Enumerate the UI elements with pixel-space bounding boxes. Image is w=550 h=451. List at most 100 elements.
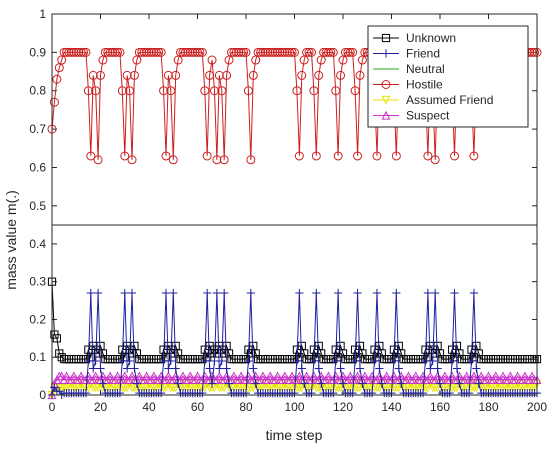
friend-point xyxy=(207,379,217,388)
hostile-point xyxy=(423,151,433,161)
friend-point xyxy=(205,364,214,373)
hostile-point xyxy=(248,70,258,80)
hostile-point xyxy=(125,86,135,96)
friend-point xyxy=(166,356,175,366)
suspect-point xyxy=(69,371,79,381)
hostile-point xyxy=(282,47,292,57)
hostile-point xyxy=(180,47,190,57)
suspect-point xyxy=(462,371,472,381)
legend-label: Neutral xyxy=(406,62,445,76)
suspect-point xyxy=(353,371,362,381)
friend-point xyxy=(198,389,207,398)
hostile-point xyxy=(178,47,188,57)
friend-point xyxy=(251,379,260,388)
legend-item: Suspect xyxy=(373,109,450,123)
friend-point xyxy=(445,389,454,398)
hostile-point xyxy=(62,47,72,57)
hostile-point xyxy=(353,151,363,161)
friend-point xyxy=(314,364,323,373)
friend-point xyxy=(292,356,302,366)
hostile-point xyxy=(190,47,200,57)
friend-point xyxy=(431,288,440,298)
hostile-point xyxy=(122,70,132,80)
friend-point xyxy=(157,389,166,398)
hostile-point xyxy=(219,155,229,165)
suspect-point xyxy=(113,371,122,381)
friend-point xyxy=(86,288,95,298)
hostile-point xyxy=(185,47,195,57)
suspect-point xyxy=(214,371,224,381)
suspect-point xyxy=(360,371,370,381)
suspect-point xyxy=(200,371,210,381)
unknown-point xyxy=(290,355,299,364)
hostile-point xyxy=(149,47,159,57)
x-axis-label: time step xyxy=(266,427,323,443)
hostile-point xyxy=(166,86,176,96)
legend-marker xyxy=(381,49,391,58)
upper-y-tick-label: 0.8 xyxy=(29,84,46,98)
friend-point xyxy=(348,389,357,398)
unknown-point xyxy=(98,349,108,358)
friend-point xyxy=(81,389,91,398)
friend-point xyxy=(465,389,474,398)
hostile-point xyxy=(326,47,336,57)
unknown-point xyxy=(241,355,251,364)
suspect-point xyxy=(280,371,290,381)
lower-y-tick-label: 0.3 xyxy=(29,275,46,289)
hostile-point xyxy=(372,151,382,161)
legend-item: Hostile xyxy=(373,78,443,92)
hostile-point xyxy=(336,70,346,80)
suspect-point xyxy=(236,371,246,381)
hostile-point xyxy=(217,86,227,96)
hostile-point xyxy=(231,47,241,57)
hostile-point xyxy=(530,47,540,57)
x-tick-label: 120 xyxy=(333,400,353,414)
hostile-point xyxy=(171,70,181,80)
hostile-point xyxy=(275,47,285,57)
hostile-point xyxy=(193,47,202,57)
hostile-point xyxy=(270,47,280,57)
unknown-point xyxy=(397,349,406,358)
lower-plot-area xyxy=(52,225,537,395)
friend-point xyxy=(118,356,127,366)
suspect-point xyxy=(418,371,428,381)
hostile-point xyxy=(241,47,251,57)
unknown-point xyxy=(455,349,464,358)
x-tick-label: 20 xyxy=(94,400,108,414)
lower-y-tick-label: 0 xyxy=(39,388,46,402)
suspect-point xyxy=(178,371,188,381)
hostile-point xyxy=(205,70,215,80)
friend-point xyxy=(249,364,258,373)
upper-y-tick-label: 0.5 xyxy=(29,199,46,213)
suspect-point xyxy=(149,371,159,381)
series-friend xyxy=(47,288,542,400)
hostile-point xyxy=(129,70,139,80)
x-tick-label: 140 xyxy=(381,400,401,414)
friend-point xyxy=(474,379,483,388)
friend-point xyxy=(123,364,132,373)
unknown-point xyxy=(307,355,316,364)
suspect-point xyxy=(520,371,530,381)
hostile-point xyxy=(304,47,314,57)
hostile-point xyxy=(319,47,329,57)
suspect-point xyxy=(222,371,232,381)
friend-point xyxy=(215,364,224,373)
hostile-point xyxy=(183,47,193,57)
hostile-point xyxy=(134,47,144,57)
lower-y-tick-label: 0.4 xyxy=(29,237,46,251)
hostile-point xyxy=(142,47,152,57)
hostile-point xyxy=(343,47,353,57)
friend-point xyxy=(375,364,384,373)
y-axis-label: mass value m(.) xyxy=(3,190,19,290)
unknown-point xyxy=(251,349,260,358)
hostile-point xyxy=(88,70,98,80)
suspect-point xyxy=(62,371,71,381)
series-suspect xyxy=(47,371,542,400)
hostile-point xyxy=(81,47,91,57)
suspect-point xyxy=(433,371,442,381)
hostile-point xyxy=(340,47,350,57)
hostile-point xyxy=(258,47,268,57)
hostile-point xyxy=(139,47,149,57)
x-tick-label: 60 xyxy=(191,400,205,414)
